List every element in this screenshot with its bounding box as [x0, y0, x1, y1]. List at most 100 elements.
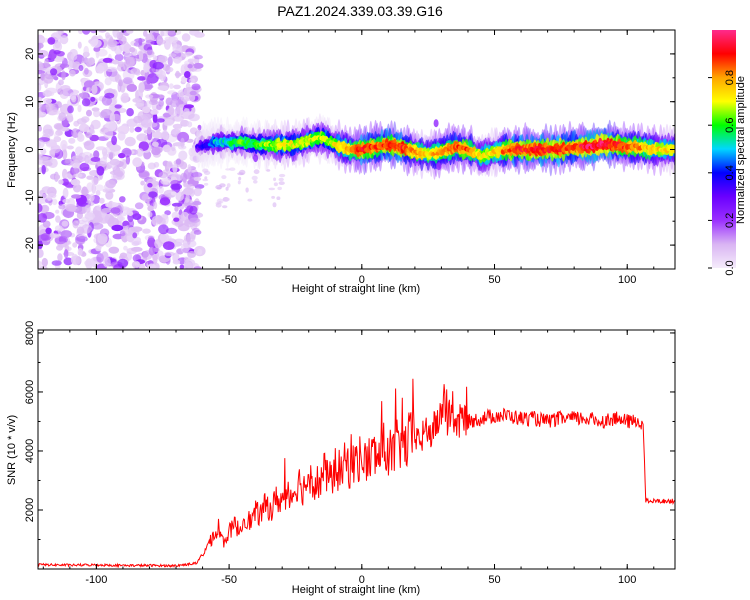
noise-blob	[38, 203, 43, 213]
noise-blob	[49, 150, 56, 158]
noise-blob	[154, 239, 163, 249]
noise-blob	[190, 172, 203, 178]
noise-blob	[182, 172, 187, 184]
noise-blob	[114, 53, 124, 62]
noise-blob	[111, 224, 124, 232]
noise-speck	[216, 186, 222, 190]
noise-blob	[134, 102, 144, 107]
noise-blob	[77, 30, 84, 35]
noise-blob	[71, 128, 80, 139]
noise-blob	[62, 198, 71, 204]
noise-blob	[152, 61, 164, 70]
noise-blob	[126, 83, 137, 92]
ridge-spike	[436, 162, 442, 171]
noise-blob	[83, 45, 89, 57]
noise-blob	[60, 139, 68, 151]
noise-blob	[38, 248, 44, 258]
noise-blob	[197, 249, 203, 255]
y-tick-label: 4000	[24, 439, 36, 463]
noise-blob	[123, 245, 128, 251]
noise-blob	[189, 205, 198, 215]
snr-axes: -100 -50 0 50 100 2000 4000 6000 8000	[24, 321, 675, 586]
noise-blob	[86, 175, 94, 180]
noise-blob	[175, 127, 182, 132]
noise-blob	[193, 266, 202, 269]
noise-blob	[86, 109, 92, 117]
noise-blob	[108, 246, 120, 254]
noise-blob	[60, 85, 71, 91]
y-tick-label: -20	[24, 237, 36, 253]
noise-blob	[55, 215, 61, 223]
noise-blob	[187, 251, 197, 258]
noise-blob	[95, 146, 106, 151]
noise-blob	[132, 157, 143, 168]
noise-blob	[93, 109, 101, 118]
noise-blob	[122, 77, 133, 85]
noise-speck	[251, 175, 258, 181]
noise-blob	[170, 183, 182, 190]
noise-blob	[112, 59, 119, 65]
colorbar-ticks: 0.0 0.2 0.4 0.6 0.8	[708, 70, 736, 276]
noise-blob	[98, 197, 105, 204]
noise-blob	[142, 228, 151, 234]
noise-blob	[158, 171, 168, 179]
x-tick-label: -50	[221, 574, 237, 586]
x-tick-label: 0	[359, 274, 365, 286]
noise-blob	[51, 260, 62, 266]
noise-speck	[238, 176, 242, 181]
x-tick-label: -50	[221, 274, 237, 286]
noise-blob	[77, 251, 83, 256]
noise-blob	[173, 217, 180, 222]
noise-speck	[247, 198, 253, 202]
noise-blob	[153, 247, 160, 253]
noise-blob	[116, 63, 126, 72]
noise-blob	[175, 70, 181, 79]
noise-blob	[65, 173, 73, 180]
y-tick-label: 8000	[24, 321, 36, 345]
noise-blob	[150, 109, 159, 115]
noise-blob	[157, 85, 169, 91]
noise-speck	[226, 183, 231, 188]
noise-blob	[121, 147, 132, 158]
noise-blob	[45, 227, 52, 235]
noise-blob	[189, 217, 200, 223]
noise-speck	[225, 186, 229, 191]
noise-blob	[84, 154, 90, 164]
noise-blob	[182, 98, 188, 103]
y-tick-label: 20	[24, 48, 36, 60]
noise-blob	[114, 74, 122, 83]
noise-blob	[91, 222, 104, 230]
noise-blob	[58, 112, 66, 121]
x-tick-label: 0	[359, 574, 365, 586]
noise-blob	[90, 96, 96, 102]
noise-blob	[147, 162, 156, 170]
noise-blob	[91, 177, 99, 185]
noise-blob	[186, 121, 193, 128]
noise-blob	[184, 258, 196, 268]
noise-blob	[84, 194, 94, 204]
noise-blob	[93, 150, 100, 159]
noise-blob	[107, 151, 115, 159]
noise-blob	[42, 128, 54, 138]
noise-blob	[62, 187, 69, 199]
noise-blob	[179, 264, 185, 269]
noise-blob	[166, 160, 173, 169]
noise-blob	[180, 243, 190, 254]
noise-blob	[143, 30, 148, 37]
noise-blob	[104, 77, 112, 86]
noise-blob	[165, 227, 178, 234]
noise-blob	[105, 191, 114, 200]
noise-blob	[85, 87, 92, 93]
noise-blob	[42, 257, 48, 266]
noise-blob	[186, 183, 195, 191]
noise-blob	[105, 66, 118, 73]
noise-blob	[66, 145, 74, 150]
noise-blob	[41, 205, 48, 213]
noise-blob	[54, 131, 59, 140]
noise-speck	[268, 187, 276, 191]
noise-blob	[47, 192, 57, 199]
noise-blob	[47, 37, 56, 45]
chart-title: PAZ1.2024.339.03.39.G16	[277, 3, 443, 19]
